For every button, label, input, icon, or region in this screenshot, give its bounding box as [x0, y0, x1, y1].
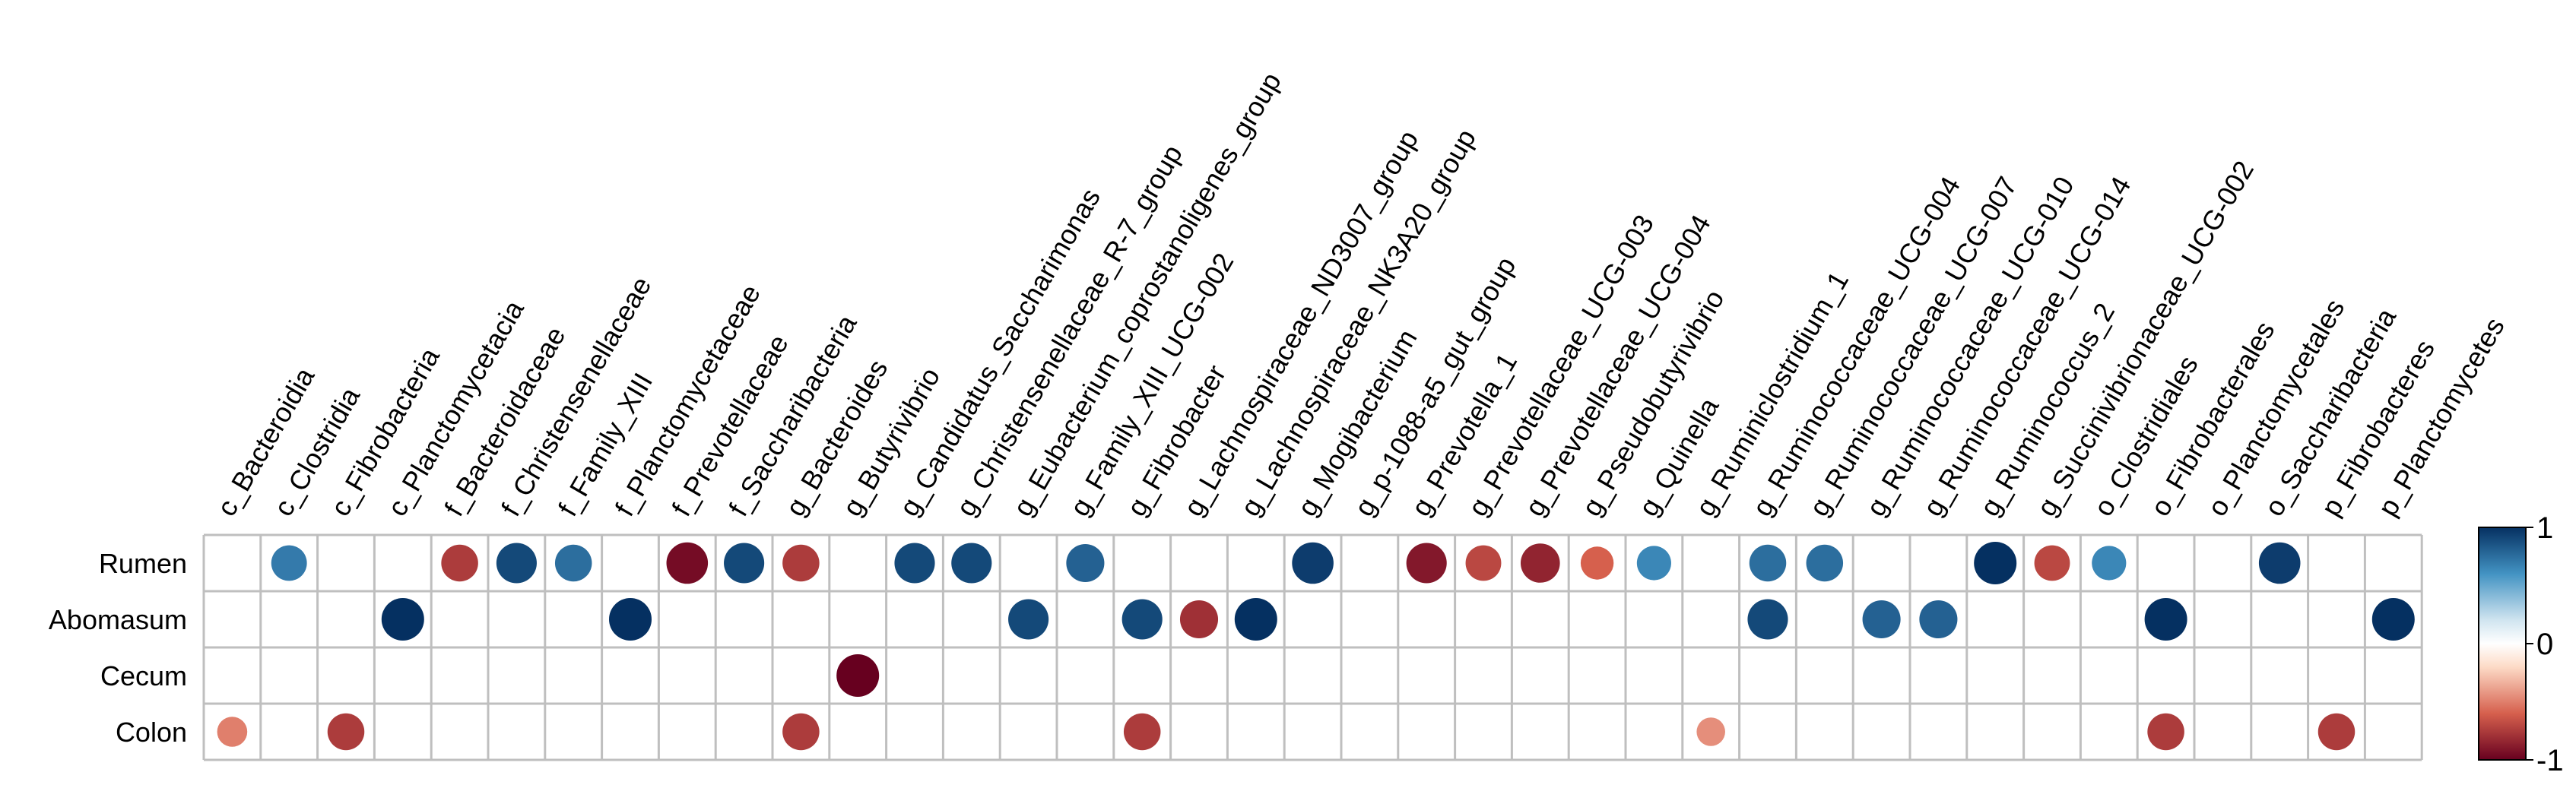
row-label: Cecum	[100, 660, 187, 691]
legend-tick-label: 0	[2536, 628, 2553, 661]
correlation-dot	[2317, 713, 2356, 751]
correlation-dot	[441, 544, 478, 582]
correlation-dot	[1066, 543, 1105, 583]
correlation-dot	[782, 544, 820, 582]
correlation-dot	[951, 543, 992, 584]
correlation-dot	[2147, 713, 2184, 751]
correlation-dot	[1636, 546, 1671, 581]
correlation-dot	[1749, 544, 1787, 582]
row-label: Colon	[116, 717, 187, 748]
correlation-dot	[666, 542, 709, 584]
legend-tick-label: -1	[2536, 744, 2564, 777]
correlation-dot	[1974, 542, 2017, 584]
correlation-dot	[1465, 545, 1502, 581]
correlation-dot	[1123, 713, 1161, 751]
correlation-dot	[836, 654, 880, 697]
legend-color-bar	[2479, 527, 2526, 760]
correlation-dot	[554, 544, 592, 582]
legend-tick-label: 1	[2536, 511, 2553, 545]
correlation-dot	[1919, 600, 1958, 639]
grid	[202, 533, 2423, 761]
color-legend: 1 0 -1	[2478, 511, 2564, 777]
correlation-dot	[1520, 543, 1560, 583]
correlation-dot	[724, 543, 765, 584]
correlation-dot	[782, 713, 820, 751]
correlation-dot	[1580, 546, 1614, 580]
correlation-dot	[1747, 599, 1788, 640]
correlation-dot	[2258, 542, 2301, 584]
correlation-dot	[1179, 600, 1219, 639]
legend-ticks: 1 0 -1	[2526, 511, 2564, 777]
correlation-dot	[2092, 546, 2127, 581]
row-label: Rumen	[99, 548, 187, 579]
correlation-dot	[1234, 598, 1277, 641]
correlation-dot	[2371, 598, 2415, 641]
correlation-dot	[894, 543, 935, 584]
correlation-dot	[327, 713, 365, 751]
correlation-dot	[2034, 545, 2070, 581]
correlation-dot	[609, 598, 652, 641]
column-labels: c_Bacteroidiac_Clostridiac_Fibrobacteria…	[211, 67, 2511, 521]
row-labels: Rumen Abomasum Cecum Colon	[49, 548, 187, 748]
correlation-dot	[1008, 599, 1049, 640]
correlation-dot	[1121, 599, 1163, 640]
correlation-dot	[1806, 544, 1844, 582]
correlation-dot	[1862, 600, 1901, 639]
correlation-dots	[217, 542, 2415, 751]
correlation-dot	[381, 598, 424, 641]
correlation-dot	[1696, 717, 1725, 746]
correlation-dot	[271, 545, 307, 581]
correlation-dot	[496, 543, 537, 584]
correlation-dot	[2144, 598, 2187, 641]
correlation-dot	[1292, 542, 1334, 584]
row-label: Abomasum	[49, 604, 187, 635]
correlation-dot	[1406, 543, 1447, 584]
correlation-dot	[217, 717, 248, 747]
